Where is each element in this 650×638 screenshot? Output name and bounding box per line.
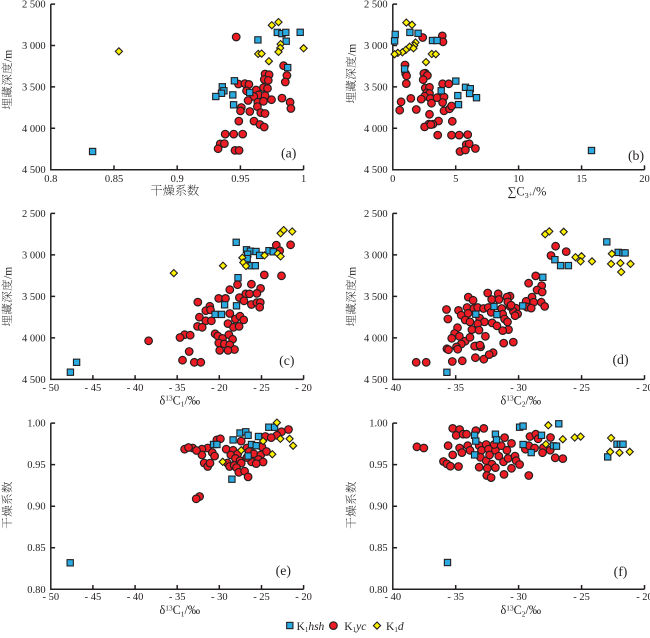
svg-text:4 000: 4 000 [364, 124, 388, 135]
svg-text:2 500: 2 500 [364, 0, 388, 11]
svg-text:0.85: 0.85 [369, 543, 387, 554]
svg-text:3 500: 3 500 [22, 292, 46, 303]
svg-text:/m: /m [345, 267, 358, 279]
svg-text:K1yc: K1yc [344, 621, 366, 634]
svg-text:- 20: - 20 [211, 383, 228, 394]
svg-text:- 20: - 20 [636, 383, 650, 394]
svg-text:∑C3+/%: ∑C3+/% [508, 184, 547, 200]
svg-text:5: 5 [453, 174, 458, 185]
svg-text:- 25: - 25 [253, 383, 270, 394]
svg-text:- 40: - 40 [384, 592, 401, 603]
svg-text:1.00: 1.00 [369, 419, 387, 430]
svg-text:- 40: - 40 [127, 592, 144, 603]
svg-text:- 20: - 20 [295, 592, 312, 603]
svg-text:0.85: 0.85 [27, 543, 45, 554]
svg-text:- 30: - 30 [510, 592, 527, 603]
svg-text:- 20: - 20 [636, 592, 650, 603]
svg-text:3 000: 3 000 [22, 250, 46, 261]
svg-text:- 50: - 50 [42, 383, 59, 394]
svg-text:0.80: 0.80 [27, 585, 45, 596]
svg-text:4 000: 4 000 [22, 333, 46, 344]
svg-text:K1hsh: K1hsh [297, 621, 325, 634]
svg-text:0.80: 0.80 [369, 585, 387, 596]
svg-text:- 50: - 50 [42, 592, 59, 603]
svg-text:- 30: - 30 [510, 383, 527, 394]
svg-text:1: 1 [301, 174, 306, 185]
svg-text:(f): (f) [614, 564, 628, 580]
svg-text:10: 10 [513, 174, 524, 185]
svg-text:4 500: 4 500 [22, 165, 46, 176]
svg-text:4 500: 4 500 [364, 165, 388, 176]
svg-text:2 500: 2 500 [364, 209, 388, 220]
svg-text:- 35: - 35 [169, 592, 186, 603]
svg-text:0.95: 0.95 [27, 460, 45, 471]
svg-text:1.00: 1.00 [27, 419, 45, 430]
svg-text:- 25: - 25 [573, 383, 590, 394]
svg-text:2 500: 2 500 [22, 0, 46, 11]
svg-text:20: 20 [639, 174, 650, 185]
svg-text:/m: /m [1, 267, 14, 279]
svg-text:/m: /m [345, 44, 358, 56]
svg-text:3 000: 3 000 [22, 41, 46, 52]
svg-text:4 500: 4 500 [364, 375, 388, 386]
svg-text:4 000: 4 000 [364, 333, 388, 344]
svg-text:- 35: - 35 [447, 383, 464, 394]
svg-text:2 500: 2 500 [22, 209, 46, 220]
svg-text:3 000: 3 000 [364, 41, 388, 52]
svg-text:δ13C1/‰: δ13C1/‰ [160, 393, 201, 408]
svg-text:0.9: 0.9 [171, 174, 184, 185]
svg-text:- 40: - 40 [384, 383, 401, 394]
svg-text:0.85: 0.85 [105, 174, 123, 185]
svg-text:- 25: - 25 [253, 592, 270, 603]
svg-text:(b): (b) [628, 148, 644, 164]
svg-text:- 30: - 30 [211, 592, 228, 603]
svg-text:15: 15 [576, 174, 587, 185]
svg-text:4 500: 4 500 [22, 375, 46, 386]
svg-text:3 500: 3 500 [364, 292, 388, 303]
svg-text:3 500: 3 500 [364, 82, 388, 93]
svg-text:(a): (a) [281, 146, 296, 162]
svg-text:/m: /m [1, 50, 14, 62]
svg-text:(c): (c) [279, 353, 294, 369]
svg-text:0.90: 0.90 [27, 502, 45, 513]
svg-text:- 40: - 40 [127, 383, 144, 394]
svg-text:(d): (d) [612, 352, 628, 368]
svg-text:- 45: - 45 [85, 383, 102, 394]
svg-text:0.95: 0.95 [369, 460, 387, 471]
svg-text:4 000: 4 000 [22, 124, 46, 135]
svg-text:- 45: - 45 [85, 592, 102, 603]
svg-text:3 000: 3 000 [364, 250, 388, 261]
svg-text:0.90: 0.90 [369, 502, 387, 513]
svg-text:- 35: - 35 [447, 592, 464, 603]
svg-text:0.95: 0.95 [231, 174, 249, 185]
svg-text:K1d: K1d [386, 621, 404, 634]
svg-text:3 500: 3 500 [22, 82, 46, 93]
svg-text:0: 0 [390, 174, 395, 185]
svg-text:- 25: - 25 [573, 592, 590, 603]
svg-text:(e): (e) [276, 563, 291, 579]
svg-text:- 35: - 35 [169, 383, 186, 394]
svg-text:0.8: 0.8 [44, 174, 57, 185]
svg-text:- 20: - 20 [295, 383, 312, 394]
